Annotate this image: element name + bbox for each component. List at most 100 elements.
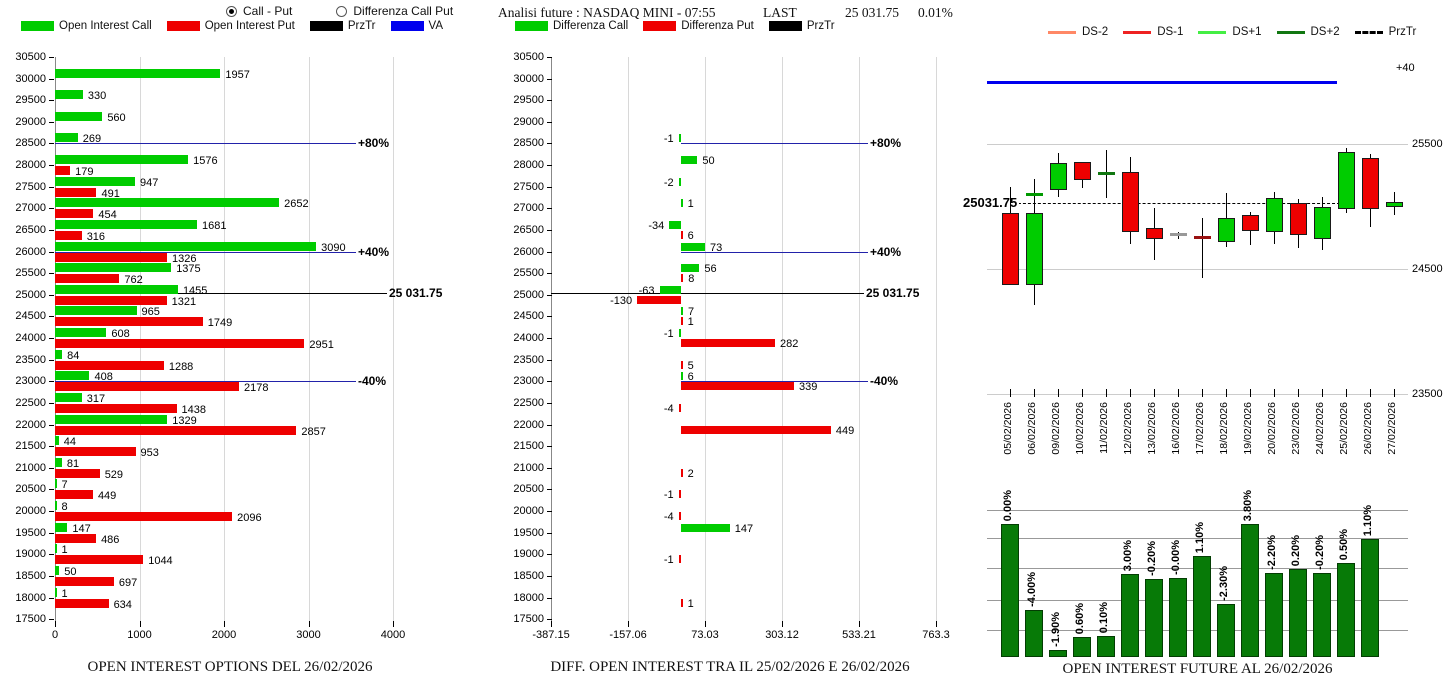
oi-pct-label: 0.50% <box>1338 528 1350 560</box>
oi-bar-18-02 <box>1217 604 1235 657</box>
mid-y-tick <box>547 575 552 577</box>
left-y-tick <box>49 100 54 102</box>
left-y-label: 28500 <box>15 137 46 150</box>
put-bar-value: 491 <box>101 187 120 200</box>
left-y-label: 20500 <box>15 483 46 496</box>
call-bar-value: 1 <box>61 587 68 600</box>
mid-y-label: 27000 <box>513 202 544 215</box>
mid-gridline <box>551 57 553 622</box>
line-swatch-ds-1 <box>1123 30 1152 34</box>
candle-body <box>1338 151 1355 209</box>
candle-wick <box>1202 217 1203 278</box>
oi-gridline <box>987 510 1408 511</box>
call-bar-22000 <box>55 414 168 424</box>
mid-y-label: 29500 <box>513 94 544 107</box>
date-label-19-02: 19/02/2026 <box>1242 402 1254 455</box>
left-y-tick <box>49 251 54 253</box>
call-bar-value: 50 <box>64 565 77 578</box>
left-y-tick <box>49 143 54 145</box>
left-y-label: 21500 <box>15 440 46 453</box>
legend-label: PrzTr <box>806 20 835 32</box>
mid-y-tick <box>547 57 552 58</box>
mid-x-tick-label: 73.03 <box>691 629 719 642</box>
mid-x-tick <box>628 621 630 628</box>
diff-call-bar-24500 <box>680 307 683 316</box>
diff-call-bar-25500 <box>680 264 700 273</box>
put-bar-value: 1321 <box>171 295 197 308</box>
left-x-tick <box>393 621 394 628</box>
oi-bar-12-02 <box>1121 574 1139 657</box>
put-bar-18000 <box>55 598 109 608</box>
left-y-tick <box>49 121 54 123</box>
radio-differenza-call-put[interactable]: Differenza Call Put <box>336 4 453 18</box>
mid-y-tick <box>547 100 552 102</box>
oi-pct-label: -0.20% <box>1146 541 1158 576</box>
mid-y-label: 23000 <box>513 375 544 388</box>
put-bar-value: 486 <box>101 533 120 546</box>
mid-y-label: 24000 <box>513 332 544 345</box>
left-ref-label: +80% <box>358 136 390 151</box>
price-gridline-25500 <box>987 144 1408 145</box>
mid-y-label: 28000 <box>513 159 544 172</box>
mid-y-tick <box>547 143 552 145</box>
open-interest-options-plot: 0 1000 2000 3000 4000 30500 30000 29500 29000 285… <box>0 0 480 686</box>
oi-bar-17-02 <box>1193 556 1211 657</box>
call-bar-value: 2652 <box>284 198 309 211</box>
diff-call-bar-23000 <box>680 372 683 381</box>
left-y-label: 20000 <box>15 505 46 518</box>
radio-differenza-icon[interactable] <box>336 5 348 17</box>
mid-ref-label: -40% <box>870 374 899 389</box>
radio-differenza-label: Differenza Call Put <box>353 4 454 18</box>
mid-y-label: 24500 <box>513 310 544 323</box>
call-bar-value: 1957 <box>225 68 250 81</box>
color-swatch-differenza-call <box>515 21 548 31</box>
oi-bar-09-02 <box>1049 650 1067 657</box>
candle-body-doji <box>1170 233 1187 236</box>
candle-body <box>1026 212 1043 285</box>
mid-ref-line-40 <box>680 251 868 253</box>
legend-ds-levels: DS-2 DS-1 DS+1 DS+2 PrzTr <box>1048 26 1431 38</box>
chart-mode-radio-group: Call - Put Differenza Call Put <box>226 4 453 18</box>
diff-put-bar-23000 <box>680 382 795 391</box>
candle-body-doji <box>1194 235 1211 239</box>
left-x-tick <box>55 621 56 628</box>
diff-call-bar-28500 <box>678 134 681 143</box>
put-bar-24000 <box>55 339 305 349</box>
date-tick <box>1130 389 1131 397</box>
color-swatch-prztr <box>309 21 343 31</box>
date-label-10-02: 10/02/2026 <box>1074 402 1086 455</box>
left-y-tick <box>49 208 54 210</box>
left-y-label: 22000 <box>15 418 46 431</box>
left-y-label: 18500 <box>15 569 46 582</box>
put-bar-value: 2857 <box>301 425 326 438</box>
left-gridline <box>308 57 310 622</box>
mid-y-tick <box>547 186 552 188</box>
mid-ref-label: 25 031.75 <box>866 286 920 301</box>
mid-y-label: 21000 <box>513 461 544 474</box>
call-bar-23000 <box>55 371 90 381</box>
diff-put-bar-23500 <box>680 360 683 369</box>
candle-body <box>1122 171 1139 233</box>
put-bar-19500 <box>55 533 97 543</box>
middle-chart-title: DIFF. OPEN INTEREST TRA IL 25/02/2026 E … <box>550 659 910 675</box>
call-bar-value: 1455 <box>182 284 208 297</box>
put-bar-value: 2951 <box>309 339 334 352</box>
date-label-16-02: 16/02/2026 <box>1170 402 1182 455</box>
left-y-label: 23500 <box>15 353 46 366</box>
left-y-label: 30000 <box>15 72 46 85</box>
header-last-label: LAST <box>763 5 797 20</box>
put-bar-value: 179 <box>75 166 94 179</box>
left-y-tick <box>49 424 54 426</box>
call-bar-value: 1576 <box>193 155 218 168</box>
oi-bar-05-02 <box>1001 524 1019 657</box>
radio-call-put-icon[interactable] <box>226 5 237 17</box>
radio-call-put[interactable]: Call - Put <box>226 4 292 18</box>
right-chart-title: OPEN INTEREST FUTURE AL 26/02/2026 <box>1062 661 1333 677</box>
ds-marker <box>1026 193 1043 196</box>
oi-pct-label: -2.30% <box>1218 566 1230 601</box>
call-bar-value: 1375 <box>176 263 201 276</box>
left-y-tick <box>49 359 54 361</box>
call-bar-value: 1681 <box>202 219 227 232</box>
left-x-tick-label: 1000 <box>127 629 152 642</box>
put-bar-value: 316 <box>86 230 106 243</box>
